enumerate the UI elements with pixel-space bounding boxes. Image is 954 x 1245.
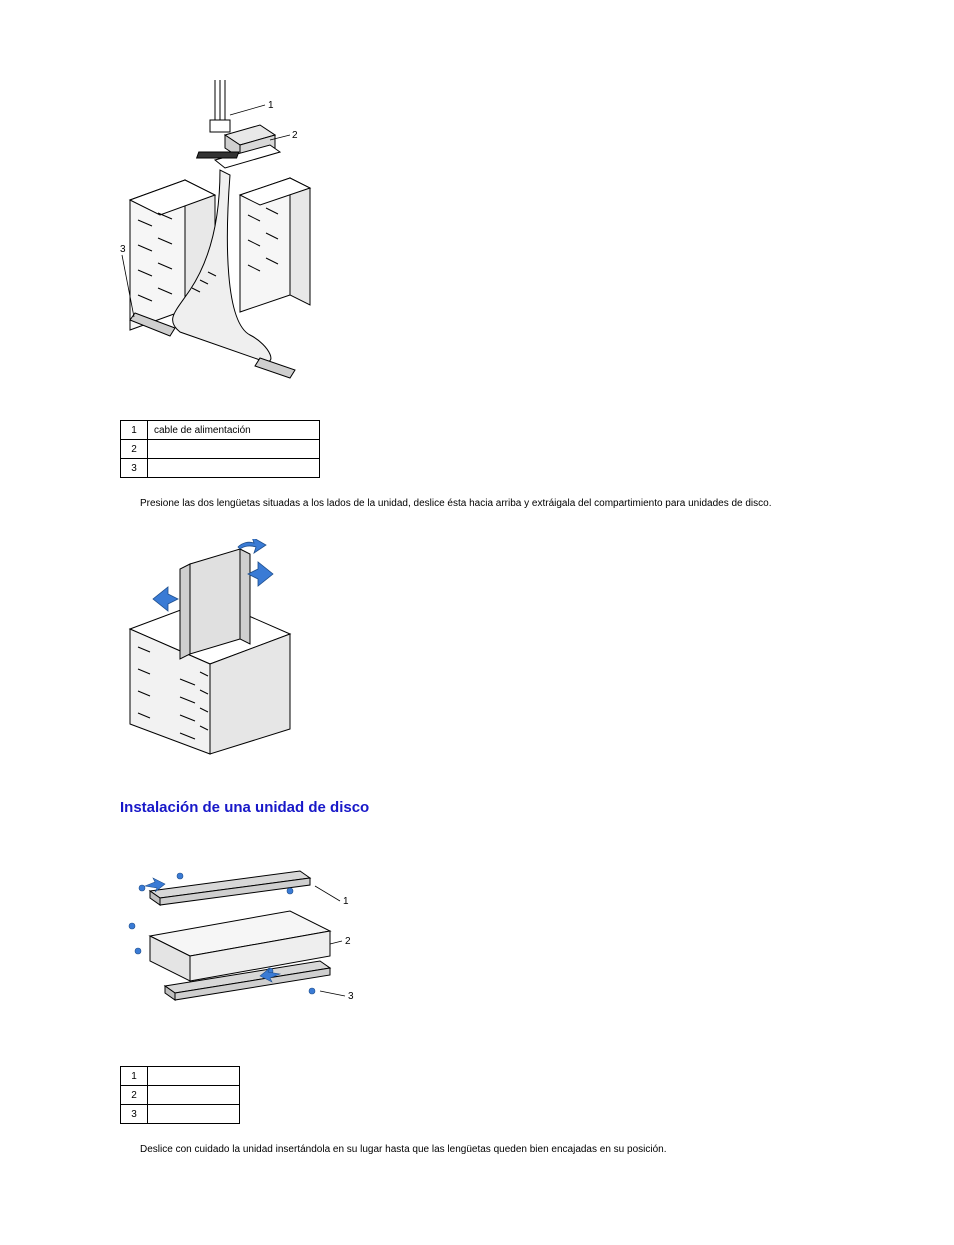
legend-label: cable de alimentación: [148, 421, 320, 440]
legend-num: 1: [121, 421, 148, 440]
legend-table-2: 1 2 3: [120, 1066, 240, 1124]
table-row: 2: [121, 440, 320, 459]
legend-table-1: 1 cable de alimentación 2 3: [120, 420, 320, 478]
callout-1: 1: [343, 896, 349, 907]
remove-drive-illustration: [120, 539, 320, 759]
table-row: 1 cable de alimentación: [121, 421, 320, 440]
legend-label: [148, 1105, 240, 1124]
instruction-text-2: Deslice con cuidado la unidad insertándo…: [140, 1144, 834, 1155]
figure-install-rails: 1 2 3: [120, 856, 834, 1026]
table-row: 2: [121, 1086, 240, 1105]
callout-2: 2: [292, 130, 298, 141]
callout-2: 2: [345, 936, 351, 947]
drive-cables-illustration: 1 2: [120, 80, 340, 380]
legend-num: 3: [121, 459, 148, 478]
legend-num: 2: [121, 1086, 148, 1105]
legend-num: 2: [121, 440, 148, 459]
legend-num: 1: [121, 1067, 148, 1086]
table-row: 1: [121, 1067, 240, 1086]
callout-3: 3: [348, 991, 354, 1002]
page-content: 1 2: [0, 0, 954, 1245]
callout-1: 1: [268, 100, 274, 111]
callout-3: 3: [120, 244, 126, 255]
legend-label: [148, 1067, 240, 1086]
table-row: 3: [121, 459, 320, 478]
legend-num: 3: [121, 1105, 148, 1124]
table-row: 3: [121, 1105, 240, 1124]
section-heading: Instalación de una unidad de disco: [120, 799, 834, 816]
install-rails-illustration: 1 2 3: [120, 856, 360, 1026]
figure-remove-drive: [120, 539, 834, 759]
legend-label: [148, 440, 320, 459]
legend-label: [148, 1086, 240, 1105]
figure-drive-cables: 1 2: [120, 80, 834, 380]
legend-label: [148, 459, 320, 478]
instruction-text-1: Presione las dos lengüetas situadas a lo…: [140, 498, 834, 509]
